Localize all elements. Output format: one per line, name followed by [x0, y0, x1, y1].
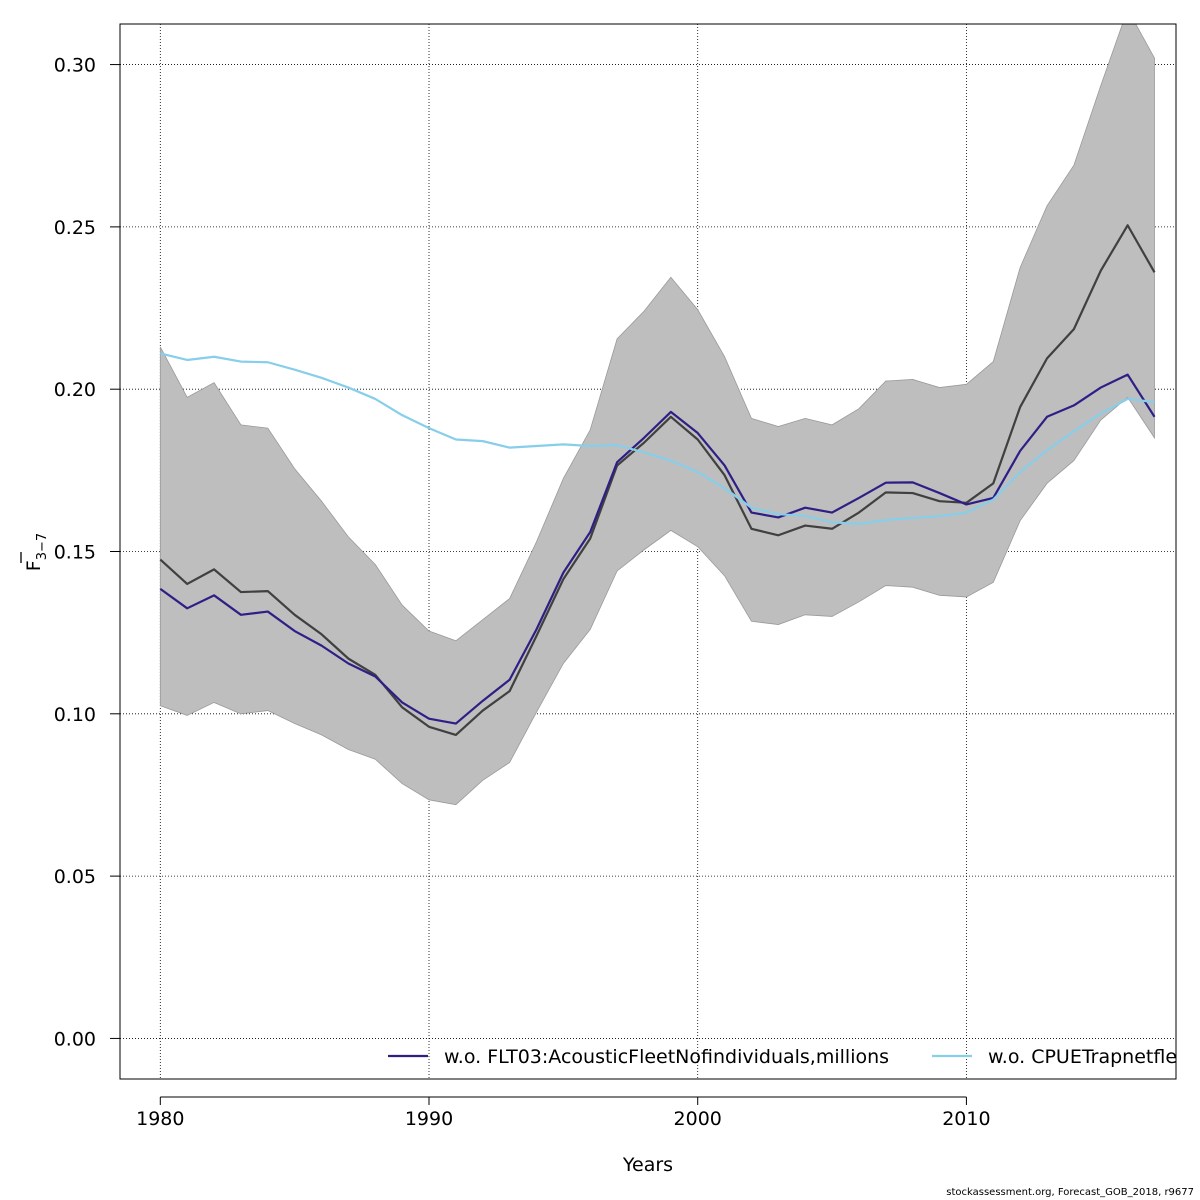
confidence-band-layer — [159, 24, 1155, 806]
y-axis-title-subscript: 3−7 — [35, 533, 50, 560]
y-tick-label: 0.15 — [54, 542, 96, 564]
x-tick-label: 1990 — [405, 1108, 453, 1130]
svg-text:F3−7: F3−7 — [23, 533, 50, 571]
x-axis-title: Years — [622, 1154, 673, 1176]
y-tick-label: 0.25 — [54, 217, 96, 239]
series-line-2 — [159, 373, 1156, 725]
x-tick-label: 1980 — [136, 1108, 184, 1130]
plot-area: w.o. FLT03:AcousticFleetNofindividuals,m… — [159, 24, 1196, 1068]
y-tick-label: 0.05 — [54, 866, 96, 888]
x-tick-label: 2010 — [942, 1108, 990, 1130]
y-tick-label: 0.20 — [54, 379, 96, 401]
series-layer — [159, 224, 1156, 737]
series-line-1 — [159, 224, 1156, 737]
y-tick-label: 0.10 — [54, 704, 96, 726]
y-axis: 0.00 0.05 0.10 0.15 0.20 0.25 0.30 — [54, 55, 120, 1050]
y-tick-label: 0.00 — [54, 1028, 96, 1050]
confidence-band — [159, 24, 1155, 806]
y-axis-title-main: F — [23, 560, 45, 571]
legend-label: w.o. CPUETrapnetfleet — [988, 1046, 1196, 1068]
footer-note: stockassessment.org, Forecast_GOB_2018, … — [946, 1187, 1194, 1198]
y-tick-label: 0.30 — [54, 55, 96, 77]
x-tick-label: 2000 — [674, 1108, 722, 1130]
y-axis-title: F3−7 — [20, 533, 50, 571]
x-axis: 1980 1990 2000 2010 — [136, 1096, 991, 1130]
legend: w.o. FLT03:AcousticFleetNofindividuals,m… — [388, 1046, 1196, 1068]
grid-lines — [120, 24, 1176, 1079]
legend-label: w.o. FLT03:AcousticFleetNofindividuals,m… — [444, 1046, 889, 1068]
series-line-3 — [160, 352, 1155, 526]
